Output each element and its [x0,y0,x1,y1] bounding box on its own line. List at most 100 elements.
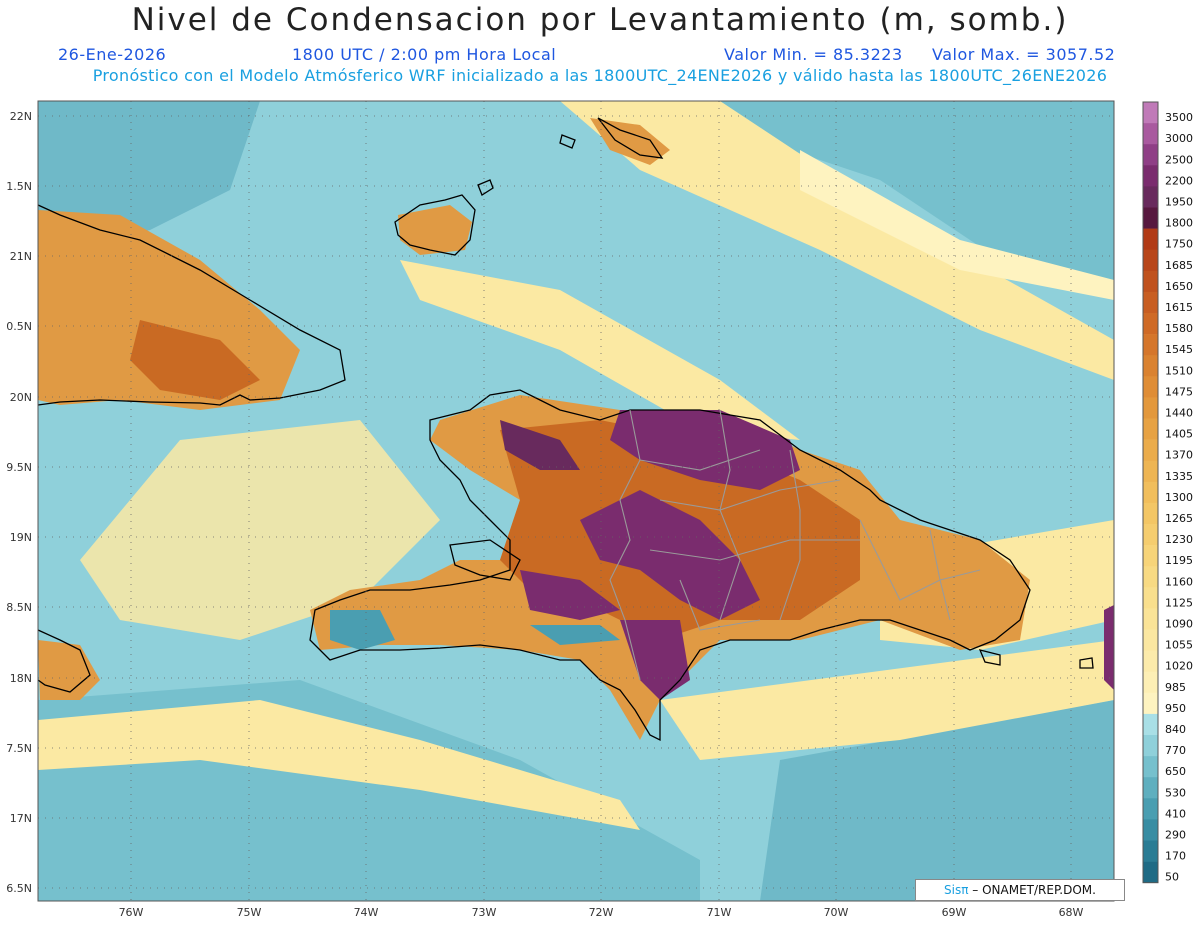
colorbar-label: 1475 [1165,385,1193,398]
colorbar-swatch [1143,735,1158,757]
credit-box: Sisπ – ONAMET/REP.DOM. [915,879,1125,901]
y-tick-label: 20N [10,391,32,404]
x-tick-label: 70W [824,906,849,919]
colorbar-label: 1335 [1165,470,1193,483]
teal-spot [330,610,395,650]
colorbar-swatch [1143,545,1158,567]
colorbar-swatch [1143,123,1158,145]
colorbar-swatch [1143,566,1158,588]
colorbar-label: 410 [1165,807,1186,820]
colorbar-label: 3000 [1165,132,1193,145]
colorbar-label: 950 [1165,702,1186,715]
purple-core [580,490,760,620]
colorbar-swatch [1143,819,1158,841]
colorbar-label: 530 [1165,786,1186,799]
colorbar-label: 770 [1165,744,1186,757]
colorbar-swatch [1143,102,1158,124]
yellow-band [400,260,800,440]
colorbar-label: 1650 [1165,280,1193,293]
teal-spot [530,625,620,645]
colorbar-label: 1020 [1165,660,1193,673]
hispaniola-coast [309,389,1031,742]
colorbar-label: 290 [1165,829,1186,842]
colorbar-label: 1750 [1165,238,1193,251]
colorbar-swatch [1143,671,1158,694]
gonave-coast [449,539,521,581]
purple-core [520,570,620,620]
max-value: Valor Max. = 3057.52 [932,45,1116,64]
purple-core [1104,605,1114,690]
colorbar-label: 1055 [1165,639,1193,652]
island-coast [559,134,576,149]
colorbar-label: 1685 [1165,259,1193,272]
colorbar: 3500 3000 2500 2200 1950 1800 1750 1685 1650 1615… [1142,101,1193,884]
x-tick-label: 71W [707,906,732,919]
colorbar-label: 1510 [1165,364,1193,377]
colorbar-swatch [1143,165,1158,187]
colorbar-swatch [1143,249,1158,272]
colorbar-swatch [1143,334,1158,356]
colorbar-label: 1405 [1165,428,1193,441]
cuba-coast [37,204,346,406]
colorbar-swatch [1143,608,1158,630]
y-tick-label: 8.5N [6,601,32,614]
purple-core [620,620,690,700]
colorbar-swatch [1143,524,1158,546]
colorbar-label: 1125 [1165,596,1193,609]
colorbar-swatch [1143,291,1158,314]
province-borders [609,409,981,681]
island-coast [477,179,494,196]
colorbar-swatch [1143,629,1158,651]
jamaica-field [38,640,100,700]
x-tick-label: 69W [942,906,967,919]
colorbar-swatch [1143,777,1158,799]
colorbar-label: 1090 [1165,618,1193,631]
x-tick-label: 75W [237,906,262,919]
yellow-band [660,640,1114,760]
colorbar-swatch [1143,840,1158,862]
x-tick-label: 76W [119,906,144,919]
forecast-time: 1800 UTC / 2:00 pm Hora Local [292,45,557,64]
colorbar-border [1142,101,1159,884]
colorbar-swatch [1143,861,1158,883]
y-tick-label: 6.5N [6,882,32,895]
colorbar-swatch [1143,397,1158,419]
colorbar-swatch [1143,376,1158,398]
y-tick-label: 9.5N [6,461,32,474]
y-tick-label: 18N [10,672,32,685]
inagua-field [398,205,472,255]
colorbar-swatch [1143,650,1158,672]
colorbar-label: 1615 [1165,301,1193,314]
colorbar-swatch [1143,355,1158,377]
saona-coast [978,649,1001,666]
x-tick-label: 73W [472,906,497,919]
y-tick-label: 7.5N [6,742,32,755]
colorbar-label: 1370 [1165,449,1193,462]
colorbar-label: 1580 [1165,322,1193,335]
colorbar-label: 1160 [1165,575,1193,588]
y-tick-label: 21N [10,250,32,263]
coastlines [37,117,1094,742]
colorbar-swatch [1143,228,1158,250]
teal-patch [38,101,260,250]
colorbar-label: 170 [1165,850,1186,863]
yellow-band [800,150,1114,300]
y-tick-label: 22N [10,110,32,123]
colorbar-swatch [1143,502,1158,525]
island-coast [1079,657,1094,669]
colorbar-swatch [1143,713,1158,736]
colorbar-swatch [1143,313,1158,335]
colorbar-swatch [1143,587,1158,609]
map-border [37,100,1115,902]
y-tick-label: 1.5N [6,180,32,193]
caicos-coast [597,117,664,159]
colorbar-swatch [1143,439,1158,461]
colorbar-label: 1800 [1165,217,1193,230]
colorbar-swatch [1143,418,1158,440]
colorbar-swatch [1143,270,1158,293]
colorbar-label: 1950 [1165,196,1193,209]
colorbar-label: 3500 [1165,111,1193,124]
colorbar-label: 2200 [1165,174,1193,187]
colorbar-label: 1440 [1165,407,1193,420]
